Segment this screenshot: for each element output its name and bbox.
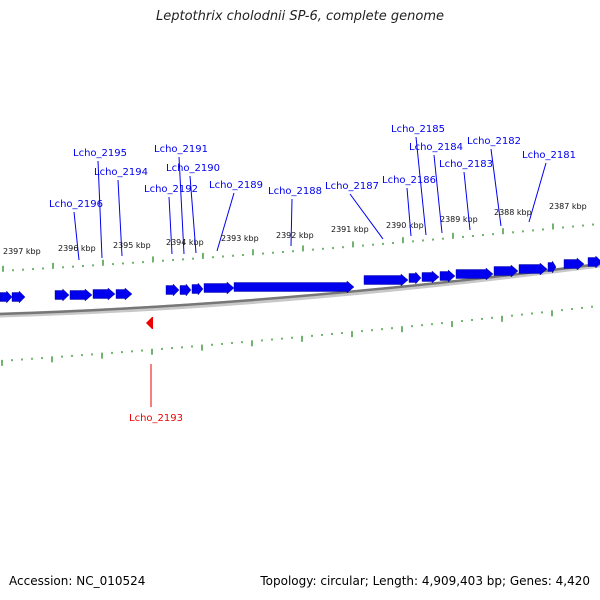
scale-label-kbp: 2394 kbp [166,238,204,247]
label-leader-line [73,211,80,261]
gene-arrow-forward[interactable] [408,271,422,285]
gene-arrow-forward[interactable] [421,270,440,284]
gene-label[interactable]: Lcho_2184 [409,142,463,153]
gene-arrow-forward[interactable] [165,283,180,297]
gene-arrow-forward[interactable] [493,264,519,278]
gene-arrow-forward[interactable] [179,283,192,297]
label-leader-line [168,196,173,255]
gene-arrow-forward[interactable] [439,269,456,283]
scale-label-kbp: 2393 kbp [221,234,259,243]
gene-arrow-forward[interactable] [115,287,133,301]
label-leader-line [463,171,471,231]
gene-arrow-forward[interactable] [363,273,409,287]
gene-label[interactable]: Lcho_2187 [325,181,379,192]
topology-text: Topology: circular; Length: 4,909,403 bp… [260,574,590,588]
label-leader-line [117,179,123,257]
label-leader-lines [73,136,547,407]
gene-arrows [0,255,600,329]
gene-label[interactable]: Lcho_2188 [268,186,322,197]
label-leader-line [528,162,547,223]
scale-label-kbp: 2391 kbp [331,225,369,234]
gene-arrow-forward[interactable] [191,282,204,296]
scale-label-kbp: 2390 kbp [386,221,424,230]
gene-label[interactable]: Lcho_2192 [144,184,198,195]
label-leader-line [290,198,293,247]
label-leader-line [97,160,103,259]
gene-label[interactable]: Lcho_2191 [154,144,208,155]
gene-arrow-forward[interactable] [92,287,116,301]
accession-text: Accession: NC_010524 [9,574,146,588]
gene-arrow-forward[interactable] [547,260,557,274]
label-leader-line [178,156,185,255]
gene-arrow-forward[interactable] [233,280,355,294]
gene-arrow-forward[interactable] [0,290,13,304]
gene-arrow-forward[interactable] [54,288,70,302]
scale-label-kbp: 2389 kbp [440,215,478,224]
scale-label-kbp: 2396 kbp [58,244,96,253]
gene-label[interactable]: Lcho_2190 [166,163,220,174]
gene-arrow-reverse[interactable] [146,317,153,329]
gene-labels: Lcho_2196 Lcho_2195 Lcho_2194 Lcho_2193 Lcho… [49,124,576,424]
gene-label[interactable]: Lcho_2196 [49,199,103,210]
label-leader-line [349,193,384,240]
gene-label[interactable]: Lcho_2189 [209,180,263,191]
gene-label[interactable]: Lcho_2185 [391,124,445,135]
gene-label[interactable]: Lcho_2186 [382,175,436,186]
gene-label[interactable]: Lcho_2193 [129,413,183,424]
gene-arrow-forward[interactable] [518,262,548,276]
label-leader-line [189,175,197,254]
gene-arrow-forward[interactable] [455,267,494,281]
scale-ticks: 2397 kbp 2396 kbp 2395 kbp 2394 kbp 2393 kbp… [1,202,594,366]
gene-label[interactable]: Lcho_2181 [522,150,576,161]
gene-label[interactable]: Lcho_2194 [94,167,148,178]
gene-arrow-forward[interactable] [203,281,235,295]
label-leader-line [216,192,235,252]
gene-arrow-forward[interactable] [69,288,93,302]
gene-arrow-forward[interactable] [563,257,585,271]
genome-title: Leptothrix cholodnii SP-6, complete geno… [156,9,444,24]
gene-label[interactable]: Lcho_2183 [439,159,493,170]
label-leader-line [433,154,443,234]
label-leader-line [406,187,412,237]
scale-label-kbp: 2388 kbp [494,208,532,217]
gene-arrow-forward[interactable] [587,255,600,269]
scale-label-kbp: 2392 kbp [276,231,314,240]
scale-label-kbp: 2395 kbp [113,241,151,250]
gene-label[interactable]: Lcho_2195 [73,148,127,159]
gene-arrow-forward[interactable] [11,290,26,304]
scale-label-kbp: 2387 kbp [549,202,587,211]
label-leader-line [415,136,427,236]
label-leader-line [490,148,502,227]
gene-label[interactable]: Lcho_2182 [467,136,521,147]
scale-label-kbp: 2397 kbp [3,247,41,256]
